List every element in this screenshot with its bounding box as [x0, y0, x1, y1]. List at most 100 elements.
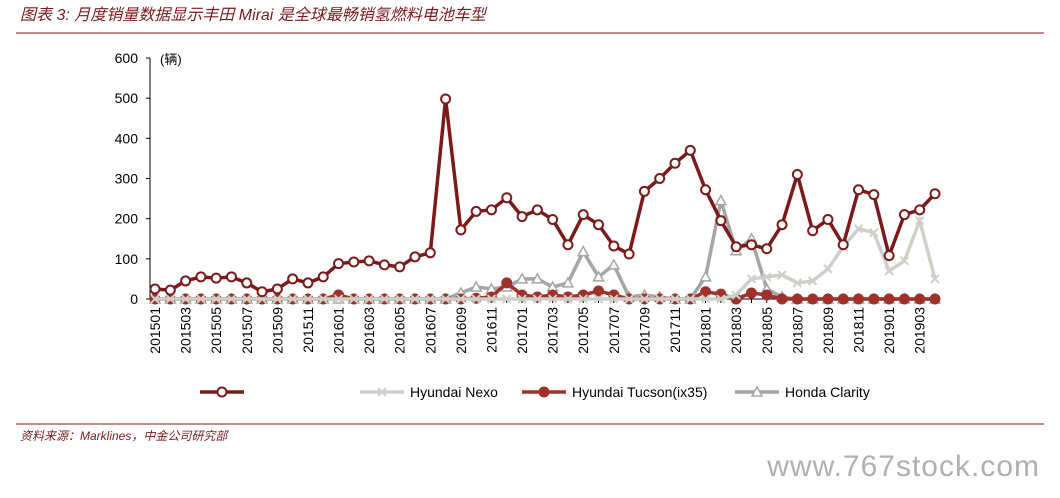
point [211, 294, 221, 304]
point [837, 239, 849, 251]
point [578, 294, 588, 304]
point [241, 277, 253, 289]
point [593, 294, 604, 304]
point [502, 294, 512, 304]
x-tick-label: 201801 [698, 307, 714, 354]
y-tick-label: 0 [130, 291, 138, 307]
point [242, 294, 252, 304]
point [577, 209, 589, 221]
point [469, 280, 483, 292]
point [761, 289, 773, 301]
point [302, 277, 314, 289]
point [608, 240, 620, 252]
point [745, 239, 757, 251]
point [196, 294, 206, 304]
point [486, 294, 497, 304]
point [853, 293, 865, 305]
x-tick-label: 201807 [789, 307, 805, 354]
point [914, 204, 926, 216]
y-tick-label: 100 [115, 251, 139, 267]
x-tick-label: 201503 [178, 307, 194, 354]
source: 资料来源：Marklines，中金公司研究部 [20, 429, 229, 443]
x-tick-label: 201501 [147, 307, 163, 354]
point [364, 294, 374, 304]
x-tick-label: 201607 [422, 307, 438, 354]
y-tick-label: 400 [115, 130, 139, 146]
legend-label: Hyundai Nexo [410, 384, 498, 400]
series-line [154, 98, 937, 294]
legend-marker [538, 386, 550, 398]
point [471, 294, 481, 304]
point [149, 283, 161, 295]
point [485, 204, 497, 216]
point [440, 294, 451, 304]
point [929, 293, 941, 305]
legend-marker [377, 387, 387, 397]
point [670, 294, 680, 304]
point [914, 215, 925, 226]
point [700, 294, 711, 304]
chart-title: 图表 3: 月度销量数据显示丰田 Mirai 是全球最畅销氢燃料电池车型 [20, 6, 488, 24]
point [456, 294, 466, 304]
point [700, 184, 712, 196]
point [317, 271, 329, 283]
point [623, 248, 635, 260]
legend-label: Hyundai Tucson(ix35) [572, 384, 707, 400]
point [883, 250, 895, 262]
point [822, 213, 834, 225]
point [807, 225, 819, 237]
point [869, 228, 879, 238]
point [515, 272, 529, 284]
x-tick-label: 201705 [575, 307, 591, 354]
point [777, 270, 787, 280]
point [394, 261, 406, 273]
point [807, 276, 818, 286]
point [745, 287, 757, 299]
point [409, 251, 421, 263]
x-tick-label: 201903 [912, 307, 928, 354]
point [731, 290, 741, 300]
point [547, 294, 558, 304]
point [822, 293, 834, 305]
point [394, 294, 405, 304]
point [638, 185, 650, 197]
point [226, 294, 237, 304]
point [914, 293, 926, 305]
legend-marker [750, 385, 764, 397]
point [776, 293, 788, 305]
point [562, 239, 574, 251]
point [271, 283, 283, 295]
point [884, 266, 894, 276]
legend-marker [216, 386, 228, 398]
point [516, 211, 528, 223]
point [837, 293, 849, 305]
point [563, 294, 573, 304]
point [348, 256, 360, 268]
point [378, 259, 390, 271]
point [868, 189, 880, 201]
y-tick-label: 300 [115, 171, 139, 187]
point [868, 293, 880, 305]
point [746, 274, 757, 284]
point [379, 294, 390, 304]
point [654, 294, 665, 304]
point [715, 215, 727, 227]
point [470, 205, 482, 217]
point [791, 168, 803, 180]
watermark: www.767stock.com [766, 450, 1040, 483]
point [669, 157, 681, 169]
point [180, 294, 191, 304]
x-tick-label: 201901 [881, 307, 897, 354]
point [303, 294, 313, 304]
x-tick-label: 201805 [759, 307, 775, 354]
point [762, 272, 772, 282]
point [929, 188, 941, 200]
point [730, 241, 742, 253]
x-tick-label: 201611 [483, 307, 499, 353]
point [287, 273, 299, 285]
y-tick-label: 500 [115, 90, 139, 106]
x-tick-label: 201505 [208, 307, 224, 354]
x-tick-label: 201709 [636, 307, 652, 354]
point [532, 294, 543, 304]
